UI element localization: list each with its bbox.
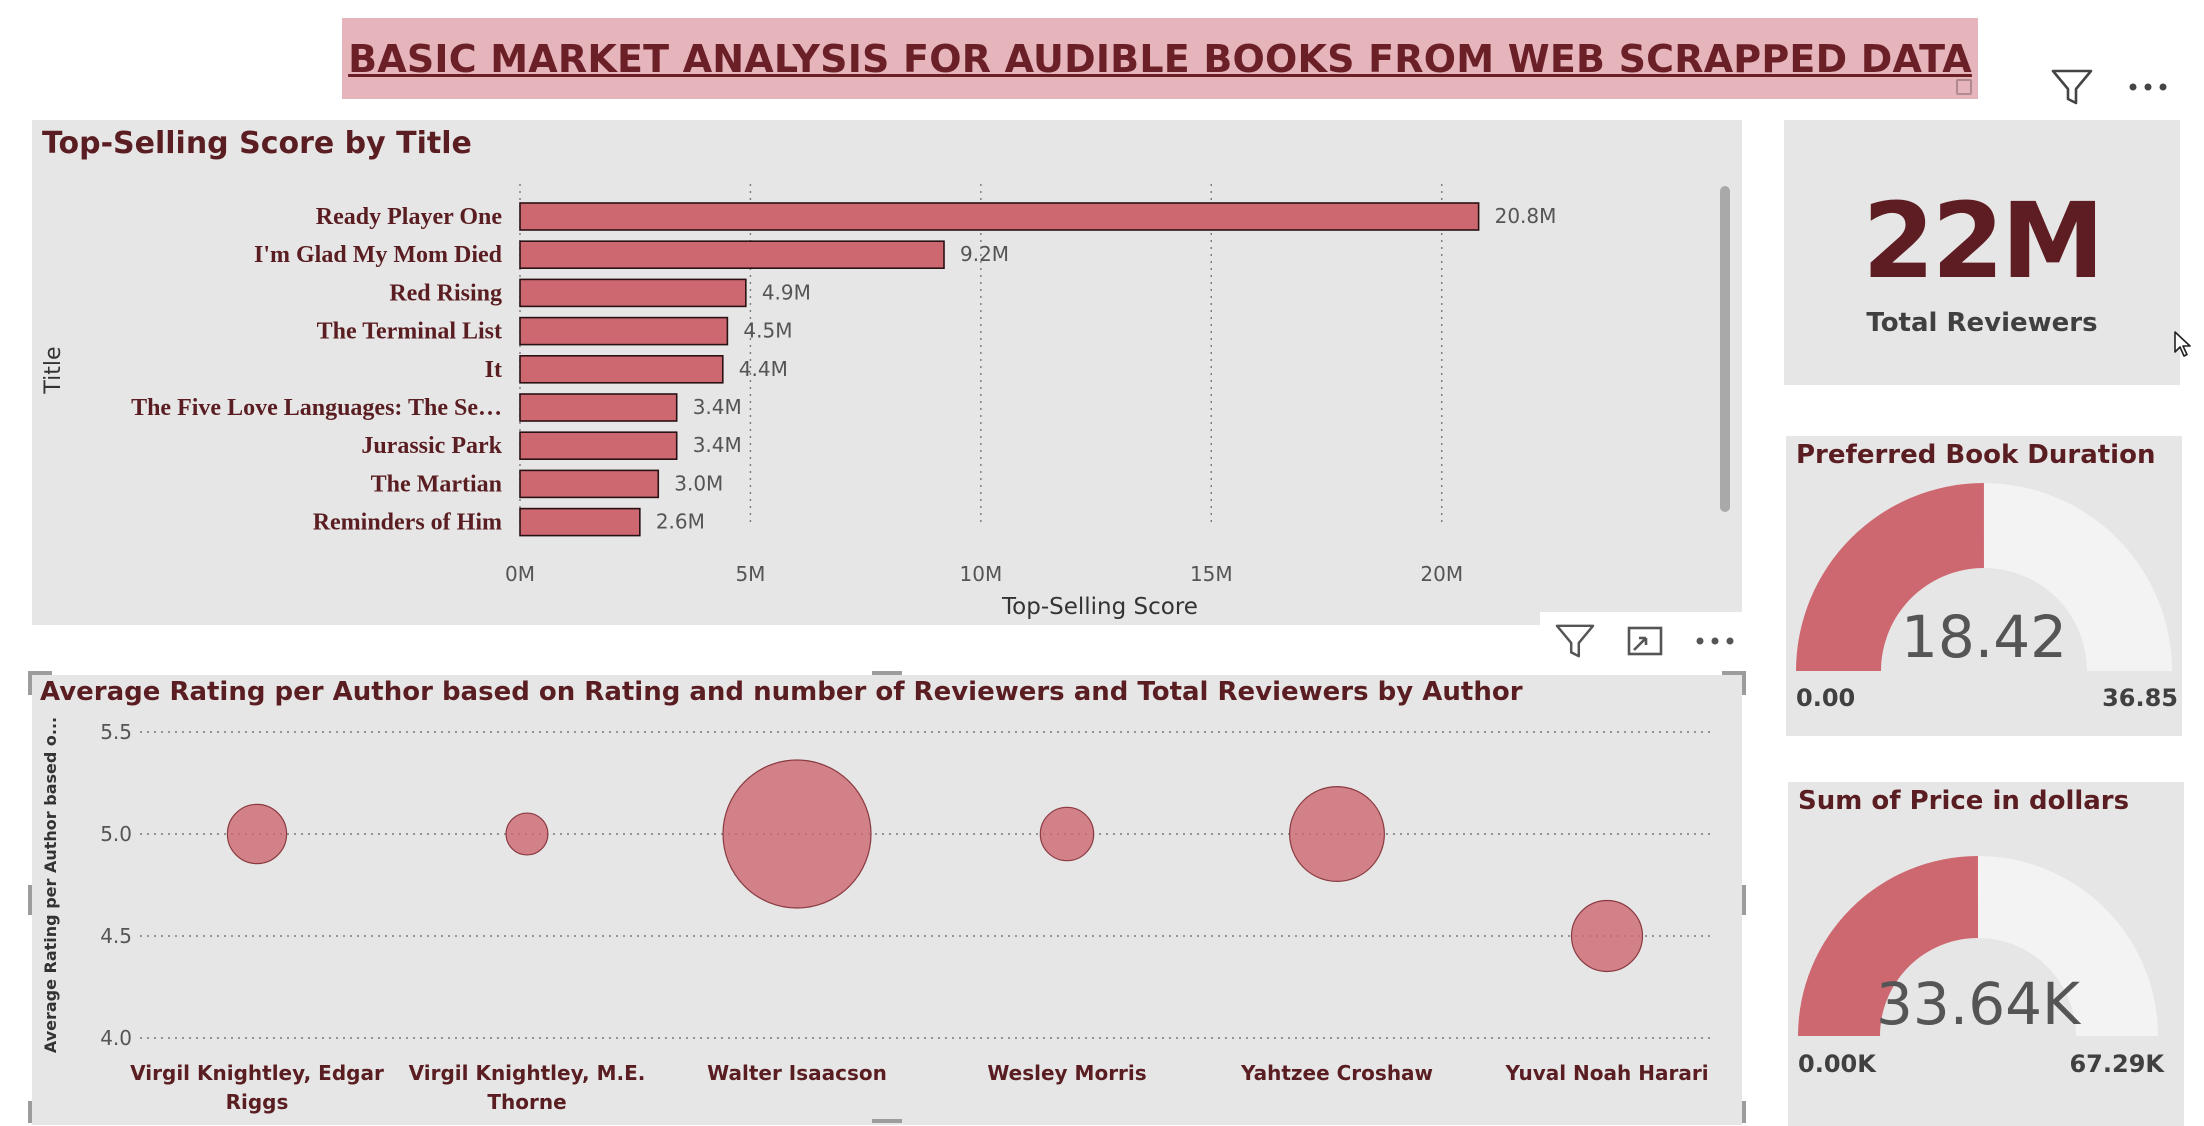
gauge-value: 33.64K [1876,970,2082,1038]
x-tick-label: 15M [1190,562,1233,586]
gauge-min-label: 0.00 [1796,684,1855,712]
bar [519,393,678,422]
author-rating-chart[interactable]: Average Rating per Author based on Ratin… [28,671,1746,1125]
y-tick-label: The Martian [371,471,502,497]
bar-chart-title: Top-Selling Score by Title [42,126,472,161]
gauge-max-label: 36.85 [2102,684,2178,712]
selection-handle[interactable] [1742,1101,1746,1123]
bar [519,278,747,308]
selection-handle[interactable] [28,671,32,695]
x-tick-label: Virgil Knightley, Edgar [130,1061,384,1085]
y-tick-label: Red Rising [389,280,502,306]
gauge-fill [1798,856,1978,1036]
x-axis-label: Top-Selling Score [1001,594,1198,620]
y-tick-label: Jurassic Park [361,433,502,459]
y-tick-label: 4.0 [100,1026,132,1050]
x-tick-label: Wesley Morris [987,1061,1146,1085]
focus-mode-icon[interactable] [1610,612,1680,670]
x-tick-label: Yahtzee Croshaw [1240,1061,1433,1085]
y-tick-label: The Five Love Languages: The Se… [131,395,502,421]
gauge-fill [1796,483,1984,671]
bubble [1570,899,1644,973]
kpi-value: 22M [1862,180,2104,302]
y-tick-label: It [485,357,502,383]
mouse-cursor-icon [2174,331,2191,357]
more-options-icon[interactable] [1680,612,1750,670]
page-title: BASIC MARKET ANALYSIS FOR AUDIBLE BOOKS … [348,36,1972,81]
y-tick-label: Reminders of Him [313,510,502,536]
x-tick-label: Yuval Noah Harari [1504,1061,1708,1085]
filter-icon[interactable] [2050,67,2094,107]
x-tick-label: 0M [505,562,535,586]
gauge-max-label: 67.29K [2069,1050,2165,1078]
selection-handle[interactable] [1722,671,1746,675]
x-tick-label: 20M [1420,562,1463,586]
y-tick-label: Ready Player One [316,204,503,230]
bubble-chart-svg: 4.0 4.5 5.0 5.5 Average Rating per Author ba… [41,717,1712,1114]
gauge-value: 18.42 [1901,603,2067,671]
bubble [1289,786,1385,882]
more-options-icon[interactable] [2128,82,2168,92]
gauge-svg: 18.42 0.00 36.85 [1796,483,2178,712]
x-tick-label: Virgil Knightley, M.E. [409,1061,646,1085]
y-tick-label: 5.0 [100,822,132,846]
data-label: 9.2M [960,242,1009,266]
top-selling-chart[interactable]: Top-Selling Score by Title 0M 5M 10M 15M 20M… [32,120,1742,625]
y-tick-label: The Terminal List [317,319,502,345]
filter-icon[interactable] [1540,612,1610,670]
bubble [505,812,549,856]
x-tick-label: Thorne [487,1090,566,1114]
selection-handle[interactable] [28,1101,32,1123]
data-label: 20.8M [1495,204,1557,228]
x-tick-label: 5M [735,562,765,586]
bubble [226,803,288,865]
gauge-title: Sum of Price in dollars [1798,786,2130,816]
y-axis-label: Title [41,346,66,394]
selection-handle[interactable] [1742,671,1746,695]
bar [519,316,729,346]
selection-handle[interactable] [1742,885,1746,915]
selection-handle[interactable] [28,671,52,675]
bar [519,240,945,269]
bubble [1039,806,1095,862]
book-duration-gauge[interactable]: Preferred Book Duration 18.42 0.00 36.85 [1786,436,2182,736]
resize-icon [1956,79,1972,95]
y-axis-label: Average Rating per Author based o... [41,717,60,1053]
bar [519,431,678,461]
bubble [722,759,872,909]
gauge-min-label: 0.00K [1798,1050,1877,1078]
data-label: 3.4M [693,395,742,419]
kpi-label: Total Reviewers [1866,308,2098,338]
bar [519,202,1480,231]
gauge-title: Preferred Book Duration [1796,440,2156,470]
visual-header [2050,62,2190,112]
y-tick-label: I'm Glad My Mom Died [254,242,503,268]
page-banner: BASIC MARKET ANALYSIS FOR AUDIBLE BOOKS … [342,18,1978,99]
bar [519,507,641,537]
total-reviewers-card[interactable]: 22M Total Reviewers [1784,120,2180,385]
data-label: 4.4M [739,357,788,381]
data-label: 4.5M [743,319,792,343]
bar [519,355,724,384]
data-label: 3.4M [693,433,742,457]
data-label: 2.6M [656,510,705,534]
data-label: 3.0M [674,471,723,495]
x-tick-label: Walter Isaacson [707,1061,887,1085]
bar [519,469,660,499]
selection-handle[interactable] [872,1119,902,1123]
x-tick-label: Riggs [226,1090,289,1114]
y-tick-label: 5.5 [100,720,132,744]
chart-scrollbar[interactable] [1720,186,1730,512]
y-tick-label: 4.5 [100,924,132,948]
visual-toolbar [1540,612,1750,670]
selection-handle[interactable] [28,885,32,915]
bar-chart-svg: 0M 5M 10M 15M 20M Top-Selling Score Title Ready… [41,184,1557,620]
bubble-chart-title: Average Rating per Author based on Ratin… [40,677,1523,707]
data-label: 4.9M [762,280,811,304]
x-tick-label: 10M [960,562,1003,586]
selection-handle[interactable] [872,671,902,675]
price-gauge[interactable]: Sum of Price in dollars 33.64K 0.00K 67.29… [1788,782,2184,1126]
gauge-svg: 33.64K 0.00K 67.29K [1798,856,2165,1078]
